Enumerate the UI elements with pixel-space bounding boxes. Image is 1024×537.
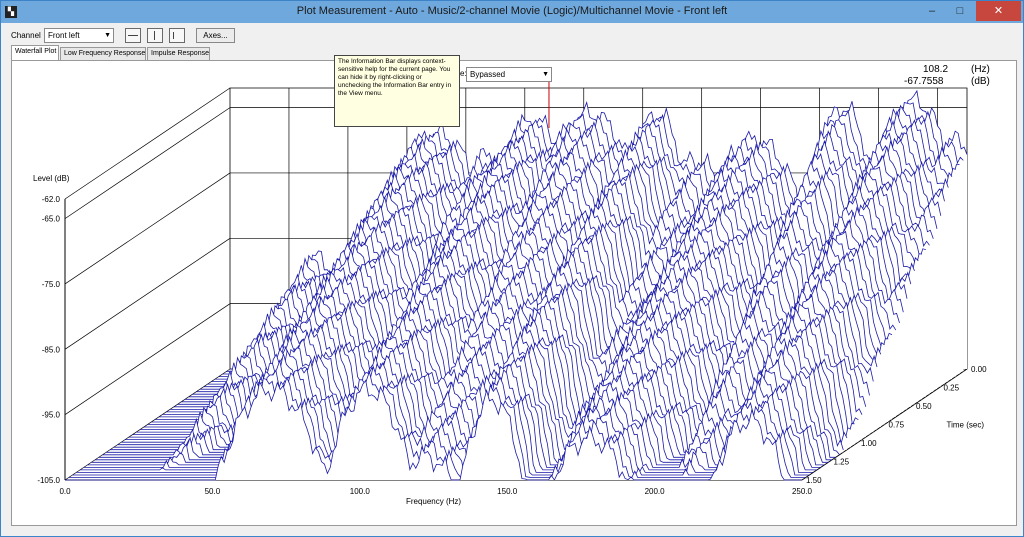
title-bar[interactable]: ▚ Plot Measurement - Auto - Music/2-chan… xyxy=(1,1,1023,23)
time-tick-label: 0.25 xyxy=(944,384,960,393)
cursor-frequency-value: 108.2 xyxy=(923,64,949,75)
maximize-button[interactable]: □ xyxy=(956,5,964,17)
channel-select[interactable]: Front left ▼ xyxy=(44,28,114,43)
waterfall-slice-fill xyxy=(65,380,802,480)
level-tick-label: -95.0 xyxy=(42,411,61,420)
side-grid-line xyxy=(64,238,231,350)
level-axis-label: Level (dB) xyxy=(33,174,70,183)
time-tick-label: 1.50 xyxy=(806,476,822,485)
toolbar: Channel Front left ▼ Axes... xyxy=(1,23,1023,47)
bypass-select[interactable]: Bypassed ▼ xyxy=(466,67,552,82)
cursor-level-unit: (dB) xyxy=(971,76,990,87)
time-tick-label: 1.00 xyxy=(861,439,877,448)
waterfall-slice-line xyxy=(80,353,817,471)
tab-waterfall-plot[interactable]: Waterfall Plot xyxy=(11,45,59,61)
waterfall-slice-line xyxy=(76,359,814,474)
level-tick-label: -105.0 xyxy=(37,476,60,485)
axes-button[interactable]: Axes... xyxy=(196,28,235,43)
split-horizontal-icon xyxy=(128,35,138,36)
information-bar-tooltip: The Information Bar displays context-sen… xyxy=(334,55,460,127)
level-tick-label: -85.0 xyxy=(42,345,61,354)
bypass-label: e: xyxy=(460,69,467,78)
level-tick-label: -75.0 xyxy=(42,280,61,289)
cursor-level-value: -67.7558 xyxy=(904,76,944,87)
waterfall-slice-line xyxy=(72,365,810,476)
tab-impulse-response[interactable]: Impulse Response xyxy=(147,47,210,61)
channel-value: Front left xyxy=(48,31,80,40)
side-grid-line xyxy=(64,87,231,200)
waterfall-slice-line xyxy=(83,349,821,469)
time-tick-label: 0.50 xyxy=(916,402,932,411)
split-vertical-icon xyxy=(154,31,155,40)
single-view-button[interactable] xyxy=(169,28,185,43)
single-view-icon xyxy=(173,32,174,39)
bypass-value: Bypassed xyxy=(470,70,506,79)
frequency-tick-label: 0.0 xyxy=(59,487,71,496)
split-horizontal-button[interactable] xyxy=(125,28,141,43)
waterfall-slice-line xyxy=(65,379,802,481)
level-tick-label: -62.0 xyxy=(42,195,61,204)
channel-label: Channel xyxy=(11,31,41,40)
time-tick-label: 0.00 xyxy=(971,365,987,374)
frequency-tick-label: 250.0 xyxy=(792,487,813,496)
frequency-tick-label: 150.0 xyxy=(497,487,518,496)
frequency-tick-label: 50.0 xyxy=(205,487,221,496)
time-tick-label: 1.25 xyxy=(834,458,850,467)
level-tick-label: -65.0 xyxy=(42,215,61,224)
tab-low-frequency-response[interactable]: Low Frequency Response xyxy=(60,47,146,61)
time-tick-label: 0.75 xyxy=(889,421,905,430)
cursor-frequency-unit: (Hz) xyxy=(971,64,990,75)
frequency-axis-label: Frequency (Hz) xyxy=(406,497,461,506)
time-axis-label: Time (sec) xyxy=(947,421,985,430)
window-title: Plot Measurement - Auto - Music/2-channe… xyxy=(296,5,728,17)
side-grid-line xyxy=(64,172,231,285)
frequency-tick-label: 100.0 xyxy=(350,487,371,496)
side-grid-line xyxy=(64,303,231,415)
app-icon: ▚ xyxy=(5,6,17,18)
waterfall-plot[interactable]: 0.0 50.0 100.0 150.0 200.0 250.0 -62.0 -65.0 -75… xyxy=(12,61,1016,525)
chevron-down-icon: ▼ xyxy=(542,71,549,78)
chevron-down-icon: ▼ xyxy=(104,32,111,39)
close-button[interactable]: ✕ xyxy=(976,1,1021,21)
plot-panel[interactable]: 0.0 50.0 100.0 150.0 200.0 250.0 -62.0 -65.0 -75… xyxy=(11,60,1017,526)
side-grid-line xyxy=(64,107,231,219)
split-vertical-button[interactable] xyxy=(147,28,163,43)
frequency-tick-label: 200.0 xyxy=(645,487,666,496)
waterfall-slice-line xyxy=(68,370,806,478)
minimize-button[interactable]: – xyxy=(928,5,936,17)
